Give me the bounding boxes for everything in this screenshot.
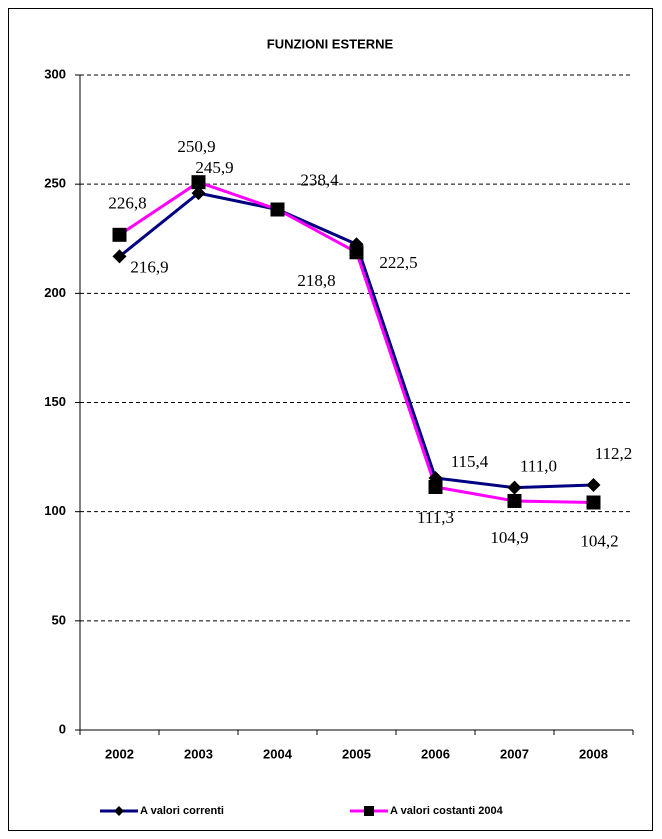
marker-square — [586, 495, 601, 510]
chart-border — [8, 8, 653, 831]
data-label: 112,2 — [595, 444, 633, 463]
y-tick-label: 300 — [44, 66, 66, 81]
data-label: 111,0 — [520, 457, 557, 476]
marker-square — [270, 202, 285, 217]
data-label: 115,4 — [451, 452, 489, 471]
data-label: 216,9 — [130, 257, 168, 276]
data-label: 104,2 — [580, 531, 618, 550]
x-tick-label: 2007 — [500, 746, 529, 761]
data-label: 238,4 — [300, 170, 339, 189]
marker-square — [349, 245, 364, 260]
data-label: 245,9 — [195, 158, 233, 177]
x-tick-label: 2006 — [421, 746, 450, 761]
x-tick-label: 2003 — [184, 746, 213, 761]
marker-square — [428, 479, 443, 494]
data-label: 226,8 — [108, 194, 146, 213]
x-tick-label: 2005 — [342, 746, 371, 761]
y-tick-label: 200 — [44, 285, 66, 300]
y-tick-label: 250 — [44, 176, 66, 191]
y-tick-label: 50 — [52, 612, 66, 627]
legend-marker — [114, 806, 124, 816]
legend-label: A valori correnti — [140, 805, 224, 817]
legend-label: A valori costanti 2004 — [390, 805, 504, 817]
data-label: 111,3 — [417, 508, 454, 527]
marker-square — [507, 493, 522, 508]
data-label: 104,9 — [490, 528, 528, 547]
y-tick-label: 100 — [44, 503, 66, 518]
x-tick-label: 2002 — [105, 746, 134, 761]
data-label: 222,5 — [379, 253, 417, 272]
legend-marker — [364, 806, 374, 816]
x-tick-label: 2004 — [263, 746, 293, 761]
x-tick-label: 2008 — [579, 746, 608, 761]
marker-diamond — [586, 478, 601, 493]
marker-diamond — [112, 249, 127, 264]
data-label: 250,9 — [177, 137, 215, 156]
chart-title: FUNZIONI ESTERNE — [267, 36, 394, 51]
marker-square — [112, 227, 127, 242]
marker-square — [191, 175, 206, 190]
marker-diamond — [191, 186, 206, 201]
y-tick-label: 0 — [59, 721, 66, 736]
marker-diamond — [507, 480, 522, 495]
data-label: 218,8 — [297, 271, 335, 290]
y-tick-label: 150 — [44, 394, 66, 409]
